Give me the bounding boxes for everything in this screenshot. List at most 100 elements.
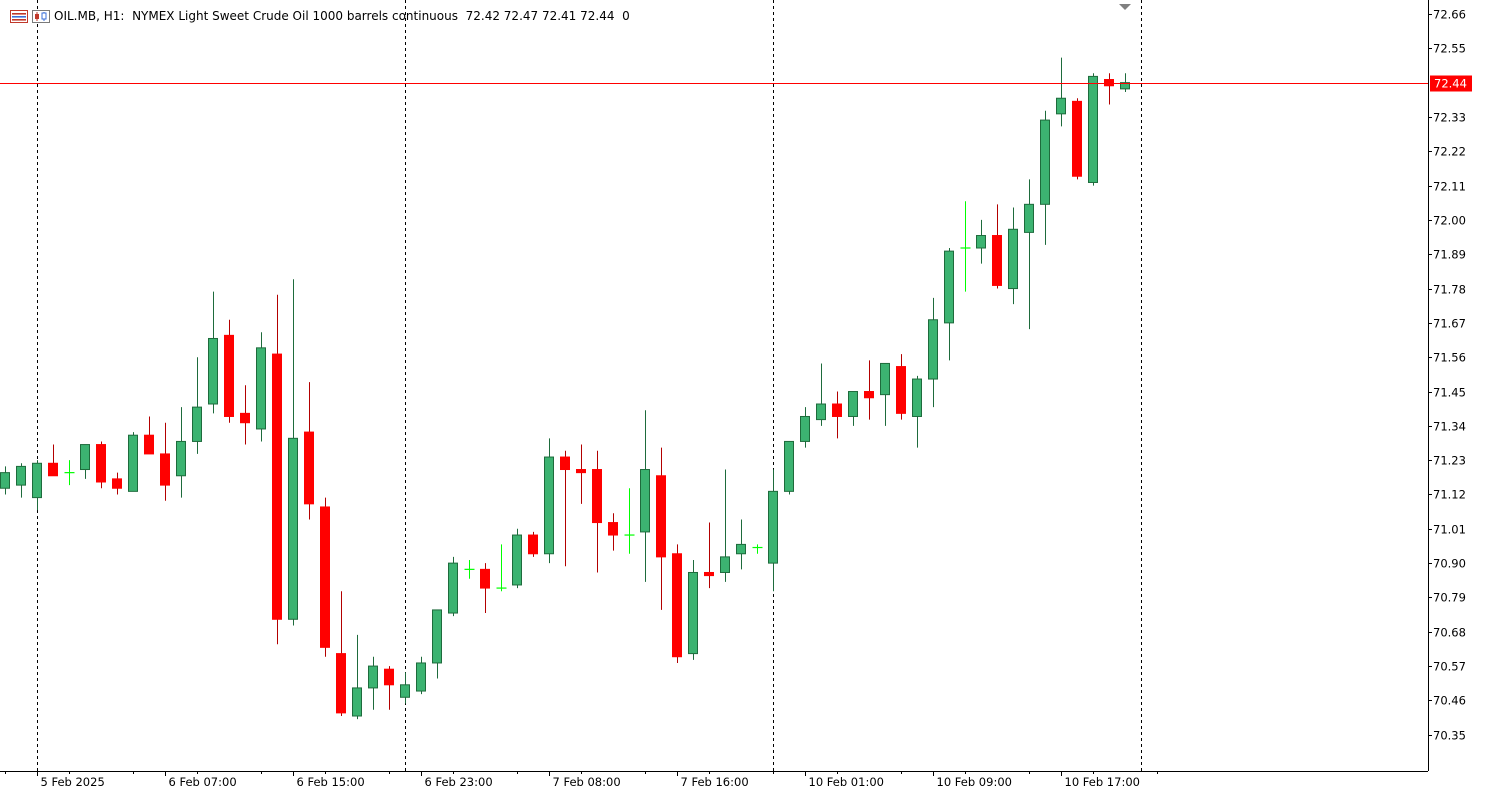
candle-body — [704, 571, 714, 577]
chart-shift-marker — [1119, 4, 1131, 10]
candle — [656, 447, 666, 610]
x-tick-label: 7 Feb 08:00 — [553, 775, 621, 789]
x-tick-label: 6 Feb 23:00 — [425, 775, 493, 789]
y-tick-label: 71.34 — [1433, 420, 1466, 434]
y-tick-label: 70.57 — [1433, 660, 1466, 674]
candle — [672, 544, 682, 663]
candle — [816, 363, 826, 426]
y-tick-label: 71.56 — [1433, 351, 1466, 365]
candle — [272, 294, 282, 645]
y-tick-label: 71.45 — [1433, 386, 1466, 400]
candle-body — [736, 543, 746, 555]
candle — [896, 354, 906, 420]
y-tick-label: 71.67 — [1433, 317, 1466, 331]
candle-body — [192, 406, 202, 442]
candle-body — [640, 469, 650, 533]
candle — [784, 440, 794, 495]
candle-body — [16, 465, 26, 486]
candle — [224, 319, 234, 423]
candle-body — [656, 475, 666, 558]
candle — [528, 531, 538, 557]
x-tick-label: 6 Feb 07:00 — [169, 775, 237, 789]
candle-body — [880, 362, 890, 396]
x-tick-label: 10 Feb 01:00 — [809, 775, 884, 789]
candle — [112, 472, 122, 495]
candle — [128, 432, 138, 492]
candle-body — [352, 687, 362, 717]
candle — [864, 360, 874, 420]
candle — [384, 666, 394, 710]
candle-body — [576, 469, 586, 474]
y-tick-label: 70.68 — [1433, 626, 1466, 640]
candle-body — [384, 668, 394, 686]
candle-body — [672, 553, 682, 658]
candle-body — [416, 662, 426, 692]
y-tick-label: 72.00 — [1433, 214, 1466, 228]
candle-body — [144, 434, 154, 455]
candle — [1040, 110, 1050, 245]
candle — [288, 279, 298, 626]
current-price-label: 72.44 — [1434, 77, 1467, 91]
candle — [800, 407, 810, 448]
candle-body — [1024, 203, 1034, 233]
candle-body — [512, 534, 522, 586]
candle — [240, 385, 250, 445]
candle-body — [800, 415, 810, 442]
chart-header: OIL.MB, H1: NYMEX Light Sweet Crude Oil … — [10, 7, 630, 25]
candle-body — [848, 391, 858, 417]
candle — [144, 416, 154, 455]
candlestick-mode-icon[interactable] — [32, 9, 50, 23]
candle — [192, 357, 202, 454]
candle-body — [816, 403, 826, 421]
candle — [512, 528, 522, 589]
x-tick-label: 10 Feb 09:00 — [937, 775, 1012, 789]
candle-body — [48, 462, 58, 477]
candle — [256, 332, 266, 442]
candle — [448, 556, 458, 617]
candle — [1104, 73, 1114, 105]
candle — [64, 460, 75, 486]
candle — [832, 391, 842, 439]
candle — [592, 450, 602, 573]
candle-body — [288, 437, 298, 620]
candle-body — [32, 462, 42, 499]
chart-window-icon[interactable] — [10, 9, 28, 23]
candle — [1008, 207, 1018, 305]
candle-body — [1120, 82, 1130, 90]
candle-body — [608, 522, 618, 536]
candle-body — [176, 440, 186, 477]
candle — [496, 544, 507, 592]
candle — [688, 560, 698, 660]
candle-body — [688, 571, 698, 655]
candle — [320, 497, 330, 657]
candle-body — [912, 378, 922, 417]
candle-body — [784, 440, 794, 492]
candle — [1056, 57, 1066, 127]
x-tick-label: 5 Feb 2025 — [41, 775, 105, 789]
candle — [992, 204, 1002, 289]
y-tick-label: 71.23 — [1433, 454, 1466, 468]
candle — [208, 291, 218, 414]
candle-body — [208, 337, 218, 405]
candle-body — [272, 353, 282, 620]
candle-body — [432, 609, 442, 664]
candle-body — [592, 469, 602, 524]
candle — [416, 656, 426, 695]
candle-body — [304, 431, 314, 505]
candle — [304, 382, 314, 520]
y-tick-label: 71.78 — [1433, 283, 1466, 297]
candle-body — [368, 665, 378, 689]
candle — [912, 375, 922, 448]
candle — [1120, 73, 1130, 92]
y-tick-label: 72.55 — [1433, 42, 1466, 56]
y-tick-label: 70.90 — [1433, 557, 1466, 571]
candle-body — [944, 250, 954, 324]
candle — [480, 563, 490, 614]
candle — [336, 591, 346, 716]
y-tick-label: 70.46 — [1433, 694, 1466, 708]
ohlc-values: 72.42 72.47 72.41 72.44 — [465, 9, 615, 23]
candle-body — [320, 506, 330, 648]
candle — [960, 201, 971, 292]
